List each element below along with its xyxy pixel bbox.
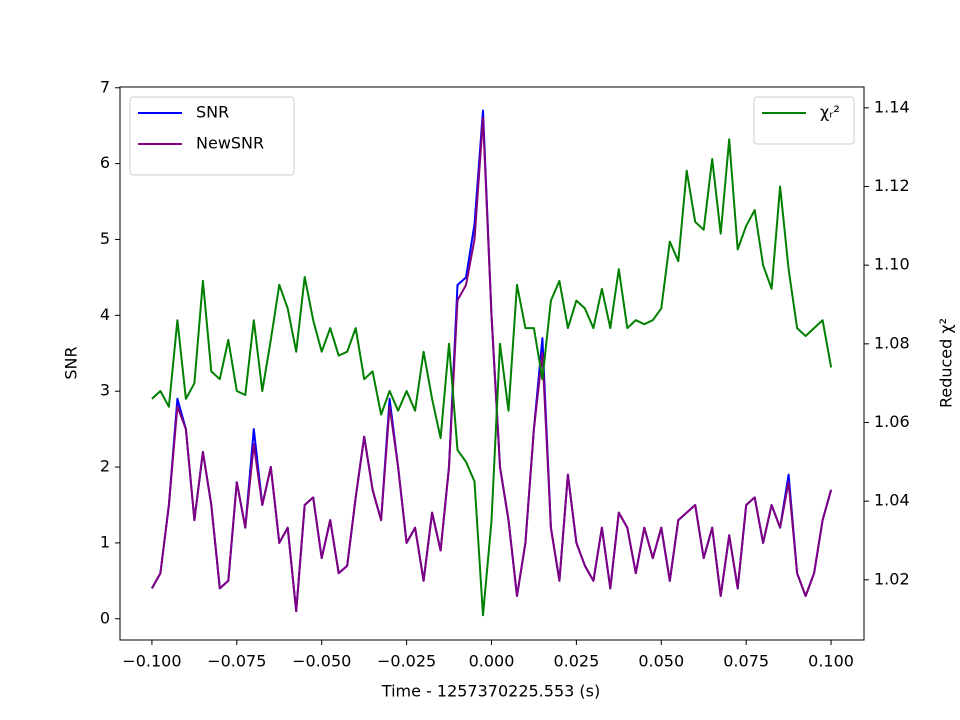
x-tick-label: −0.100 (122, 652, 181, 671)
x-axis-label: Time - 1257370225.553 (s) (381, 682, 600, 701)
y-tick-label: 2 (100, 457, 110, 476)
y2-tick-label: 1.12 (874, 176, 910, 195)
legend-label: χᵣ² (820, 103, 840, 122)
series-line (151, 117, 833, 613)
y2-tick-label: 1.14 (874, 97, 910, 116)
y2-tick-label: 1.10 (874, 255, 910, 274)
y-axis-label: SNR (62, 346, 81, 379)
y-tick-label: 0 (100, 608, 110, 627)
plot-frame (119, 86, 865, 641)
y2-tick-label: 1.08 (874, 333, 910, 352)
y2-axis-label: Reduced χ² (937, 318, 956, 408)
y-tick-label: 6 (100, 153, 110, 172)
x-tick-label: 0.100 (808, 652, 854, 671)
y-tick-label: 5 (100, 229, 110, 248)
legend-box (129, 96, 295, 176)
y2-tick-label: 1.04 (874, 491, 910, 510)
x-tick-label: −0.050 (292, 652, 351, 671)
y-tick-label: 7 (100, 77, 110, 96)
x-tick-label: −0.025 (377, 652, 436, 671)
x-tick-label: 0.000 (469, 652, 515, 671)
y-tick-label: 4 (100, 305, 110, 324)
x-tick-label: −0.075 (207, 652, 266, 671)
y-tick-label: 3 (100, 381, 110, 400)
legend-label: NewSNR (196, 134, 264, 153)
y2-tick-label: 1.02 (874, 569, 910, 588)
x-tick-label: 0.075 (723, 652, 769, 671)
series-line (151, 138, 833, 617)
y2-tick-label: 1.06 (874, 412, 910, 431)
x-tick-label: 0.025 (553, 652, 599, 671)
x-tick-label: 0.050 (638, 652, 684, 671)
legend-box (753, 96, 855, 145)
y-tick-label: 1 (100, 532, 110, 551)
legend-label: SNR (196, 103, 229, 122)
